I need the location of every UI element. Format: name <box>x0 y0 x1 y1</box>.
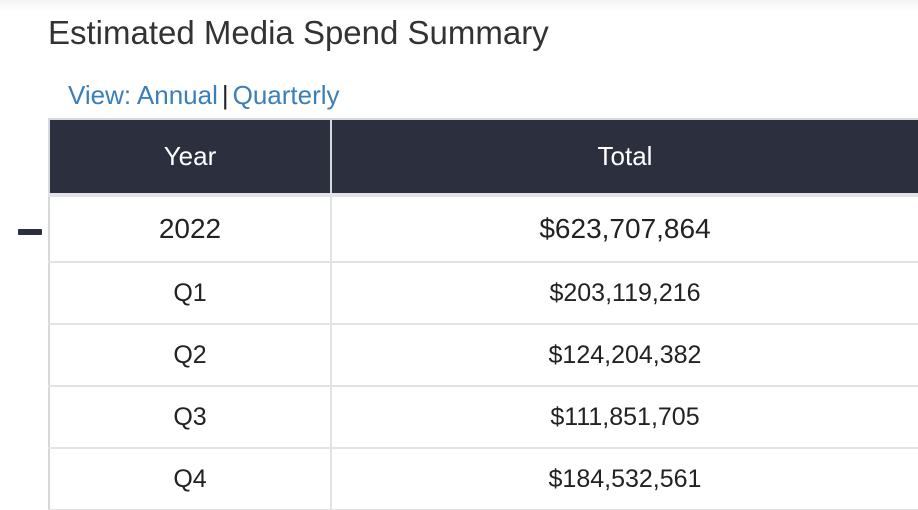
minus-icon[interactable] <box>18 229 42 235</box>
table-header-row: Year Total <box>49 118 918 195</box>
quarter-total-cell: $203,119,216 <box>331 262 918 325</box>
quarter-total-cell: $111,851,705 <box>331 386 918 449</box>
quarter-label-cell: Q1 <box>49 262 332 325</box>
spend-summary-table: Year Total 2022 $623,707,864 Q1 $203,119… <box>48 118 918 510</box>
year-row[interactable]: 2022 $623,707,864 <box>49 193 918 263</box>
view-annual-link[interactable]: View: Annual <box>68 80 218 110</box>
year-total-cell: $623,707,864 <box>331 193 918 263</box>
quarter-total-cell: $124,204,382 <box>331 324 918 387</box>
view-quarterly-link[interactable]: Quarterly <box>232 80 340 110</box>
quarter-label-cell: Q2 <box>49 324 332 387</box>
table-row: Q3 $111,851,705 <box>49 386 918 449</box>
quarter-label-cell: Q4 <box>49 448 332 510</box>
page-title: Estimated Media Spend Summary <box>48 14 549 51</box>
column-header-year: Year <box>49 118 332 195</box>
table-row: Q4 $184,532,561 <box>49 448 918 510</box>
column-header-total: Total <box>331 118 918 195</box>
top-shadow <box>0 0 918 12</box>
table-row: Q2 $124,204,382 <box>49 324 918 387</box>
table-row: Q1 $203,119,216 <box>49 262 918 325</box>
view-separator: | <box>221 80 229 110</box>
quarter-label-cell: Q3 <box>49 386 332 449</box>
quarter-total-cell: $184,532,561 <box>331 448 918 510</box>
year-cell: 2022 <box>49 193 332 263</box>
view-switch: View: Annual | Quarterly <box>68 80 340 111</box>
